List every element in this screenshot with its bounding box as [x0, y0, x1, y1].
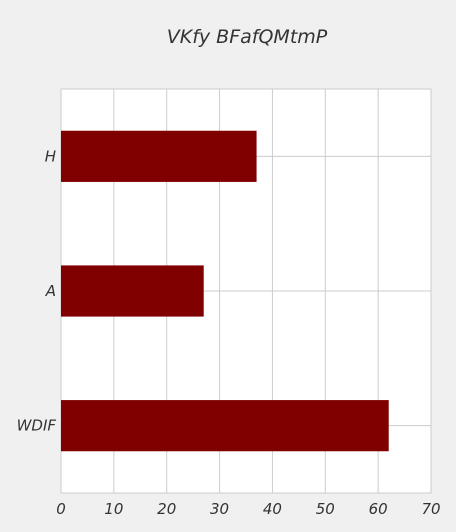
- x-tick-label: 60: [369, 500, 388, 518]
- x-tick-label: 30: [210, 500, 229, 518]
- x-tick-label: 40: [263, 500, 282, 518]
- bars: [61, 130, 389, 452]
- bar: [61, 130, 257, 182]
- y-tick-label: A: [45, 282, 56, 300]
- y-tick-label: WDIF: [17, 417, 57, 435]
- x-tick-label: 20: [157, 500, 176, 518]
- bar: [61, 400, 389, 452]
- bar: [61, 265, 204, 317]
- x-tick-label: 70: [421, 500, 440, 518]
- x-tick-label: 0: [56, 500, 66, 518]
- x-axis-ticks: 0 10 20 30 40 50 60 70: [56, 500, 440, 518]
- y-axis-ticks: H A WDIF: [17, 147, 57, 434]
- y-tick-label: H: [45, 147, 56, 165]
- x-tick-label: 10: [104, 500, 123, 518]
- chart-title: VKfy BFafQMtmP: [167, 26, 328, 48]
- x-tick-label: 50: [316, 500, 335, 518]
